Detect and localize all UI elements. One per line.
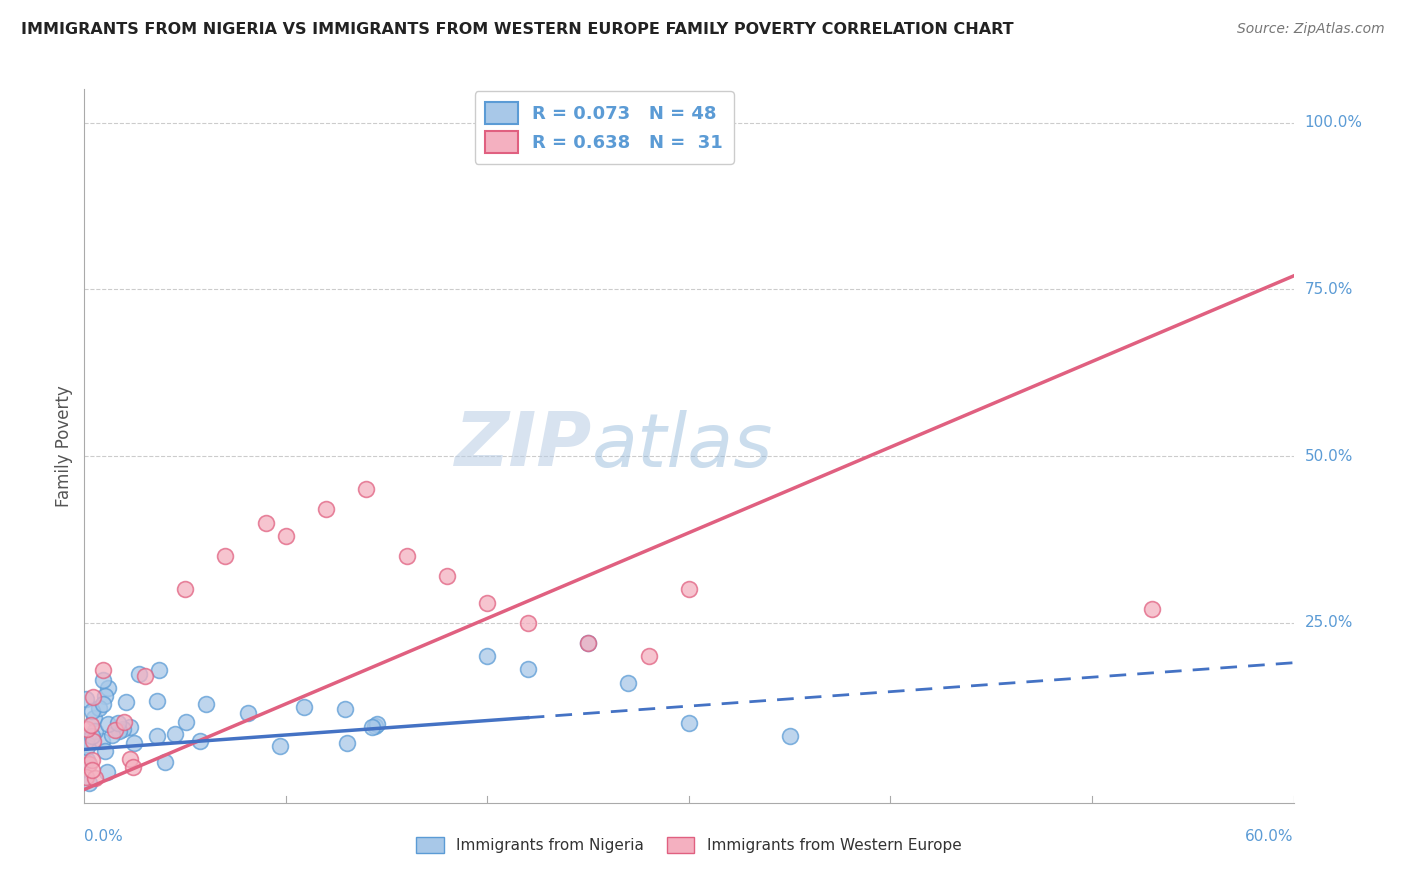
- Point: [112, 722, 135, 736]
- Text: atlas: atlas: [592, 410, 773, 482]
- Point: [122, 760, 145, 774]
- Point: [83, 723, 105, 738]
- Point: [96, 765, 118, 780]
- Point: [120, 720, 142, 734]
- Point: [436, 569, 458, 583]
- Point: [76, 753, 98, 767]
- Point: [1142, 602, 1164, 616]
- Point: [91, 663, 114, 677]
- Text: 0.0%: 0.0%: [84, 830, 124, 845]
- Point: [148, 663, 170, 677]
- Text: 60.0%: 60.0%: [1246, 830, 1294, 845]
- Point: [333, 702, 356, 716]
- Point: [356, 483, 378, 497]
- Point: [104, 723, 127, 737]
- Point: [75, 733, 97, 747]
- Point: [80, 764, 103, 778]
- Point: [77, 775, 100, 789]
- Point: [477, 649, 499, 664]
- Point: [97, 716, 120, 731]
- Point: [516, 615, 538, 630]
- Point: [82, 733, 104, 747]
- Text: ZIP: ZIP: [456, 409, 592, 483]
- Point: [76, 722, 98, 736]
- Point: [90, 733, 112, 747]
- Point: [254, 516, 277, 530]
- Point: [477, 596, 499, 610]
- Point: [274, 529, 297, 543]
- Point: [155, 756, 177, 770]
- Point: [194, 698, 217, 712]
- Point: [134, 668, 156, 682]
- Point: [617, 675, 640, 690]
- Text: Source: ZipAtlas.com: Source: ZipAtlas.com: [1237, 22, 1385, 37]
- Point: [214, 549, 236, 563]
- Point: [83, 711, 105, 725]
- Point: [146, 729, 169, 743]
- Point: [122, 736, 145, 750]
- Point: [292, 700, 315, 714]
- Point: [80, 718, 103, 732]
- Point: [163, 727, 186, 741]
- Point: [101, 728, 124, 742]
- Text: 50.0%: 50.0%: [1305, 449, 1353, 464]
- Point: [576, 636, 599, 650]
- Point: [174, 582, 197, 597]
- Text: 25.0%: 25.0%: [1305, 615, 1353, 631]
- Point: [118, 752, 141, 766]
- Point: [94, 689, 117, 703]
- Y-axis label: Family Poverty: Family Poverty: [55, 385, 73, 507]
- Point: [112, 714, 135, 729]
- Point: [361, 720, 384, 734]
- Point: [678, 582, 700, 597]
- Point: [107, 716, 129, 731]
- Point: [75, 691, 97, 706]
- Point: [77, 756, 100, 771]
- Point: [395, 549, 418, 563]
- Point: [315, 502, 337, 516]
- Point: [779, 729, 801, 743]
- Text: IMMIGRANTS FROM NIGERIA VS IMMIGRANTS FROM WESTERN EUROPE FAMILY POVERTY CORRELA: IMMIGRANTS FROM NIGERIA VS IMMIGRANTS FR…: [21, 22, 1014, 37]
- Point: [115, 695, 138, 709]
- Point: [678, 715, 700, 730]
- Legend: Immigrants from Nigeria, Immigrants from Western Europe: Immigrants from Nigeria, Immigrants from…: [411, 831, 967, 859]
- Point: [364, 719, 387, 733]
- Point: [238, 706, 260, 720]
- Point: [75, 771, 97, 785]
- Point: [516, 662, 538, 676]
- Point: [97, 681, 120, 695]
- Point: [84, 772, 107, 786]
- Point: [80, 729, 103, 743]
- Point: [94, 744, 117, 758]
- Point: [128, 666, 150, 681]
- Point: [188, 734, 211, 748]
- Text: 100.0%: 100.0%: [1305, 115, 1362, 130]
- Text: 75.0%: 75.0%: [1305, 282, 1353, 297]
- Point: [174, 714, 197, 729]
- Point: [87, 701, 110, 715]
- Point: [82, 704, 104, 718]
- Point: [637, 649, 659, 664]
- Point: [91, 673, 114, 687]
- Point: [146, 694, 169, 708]
- Point: [82, 753, 104, 767]
- Point: [82, 690, 104, 704]
- Point: [107, 724, 129, 739]
- Point: [93, 697, 115, 711]
- Point: [76, 740, 98, 755]
- Point: [336, 736, 359, 750]
- Point: [576, 636, 599, 650]
- Point: [366, 716, 388, 731]
- Point: [269, 739, 291, 754]
